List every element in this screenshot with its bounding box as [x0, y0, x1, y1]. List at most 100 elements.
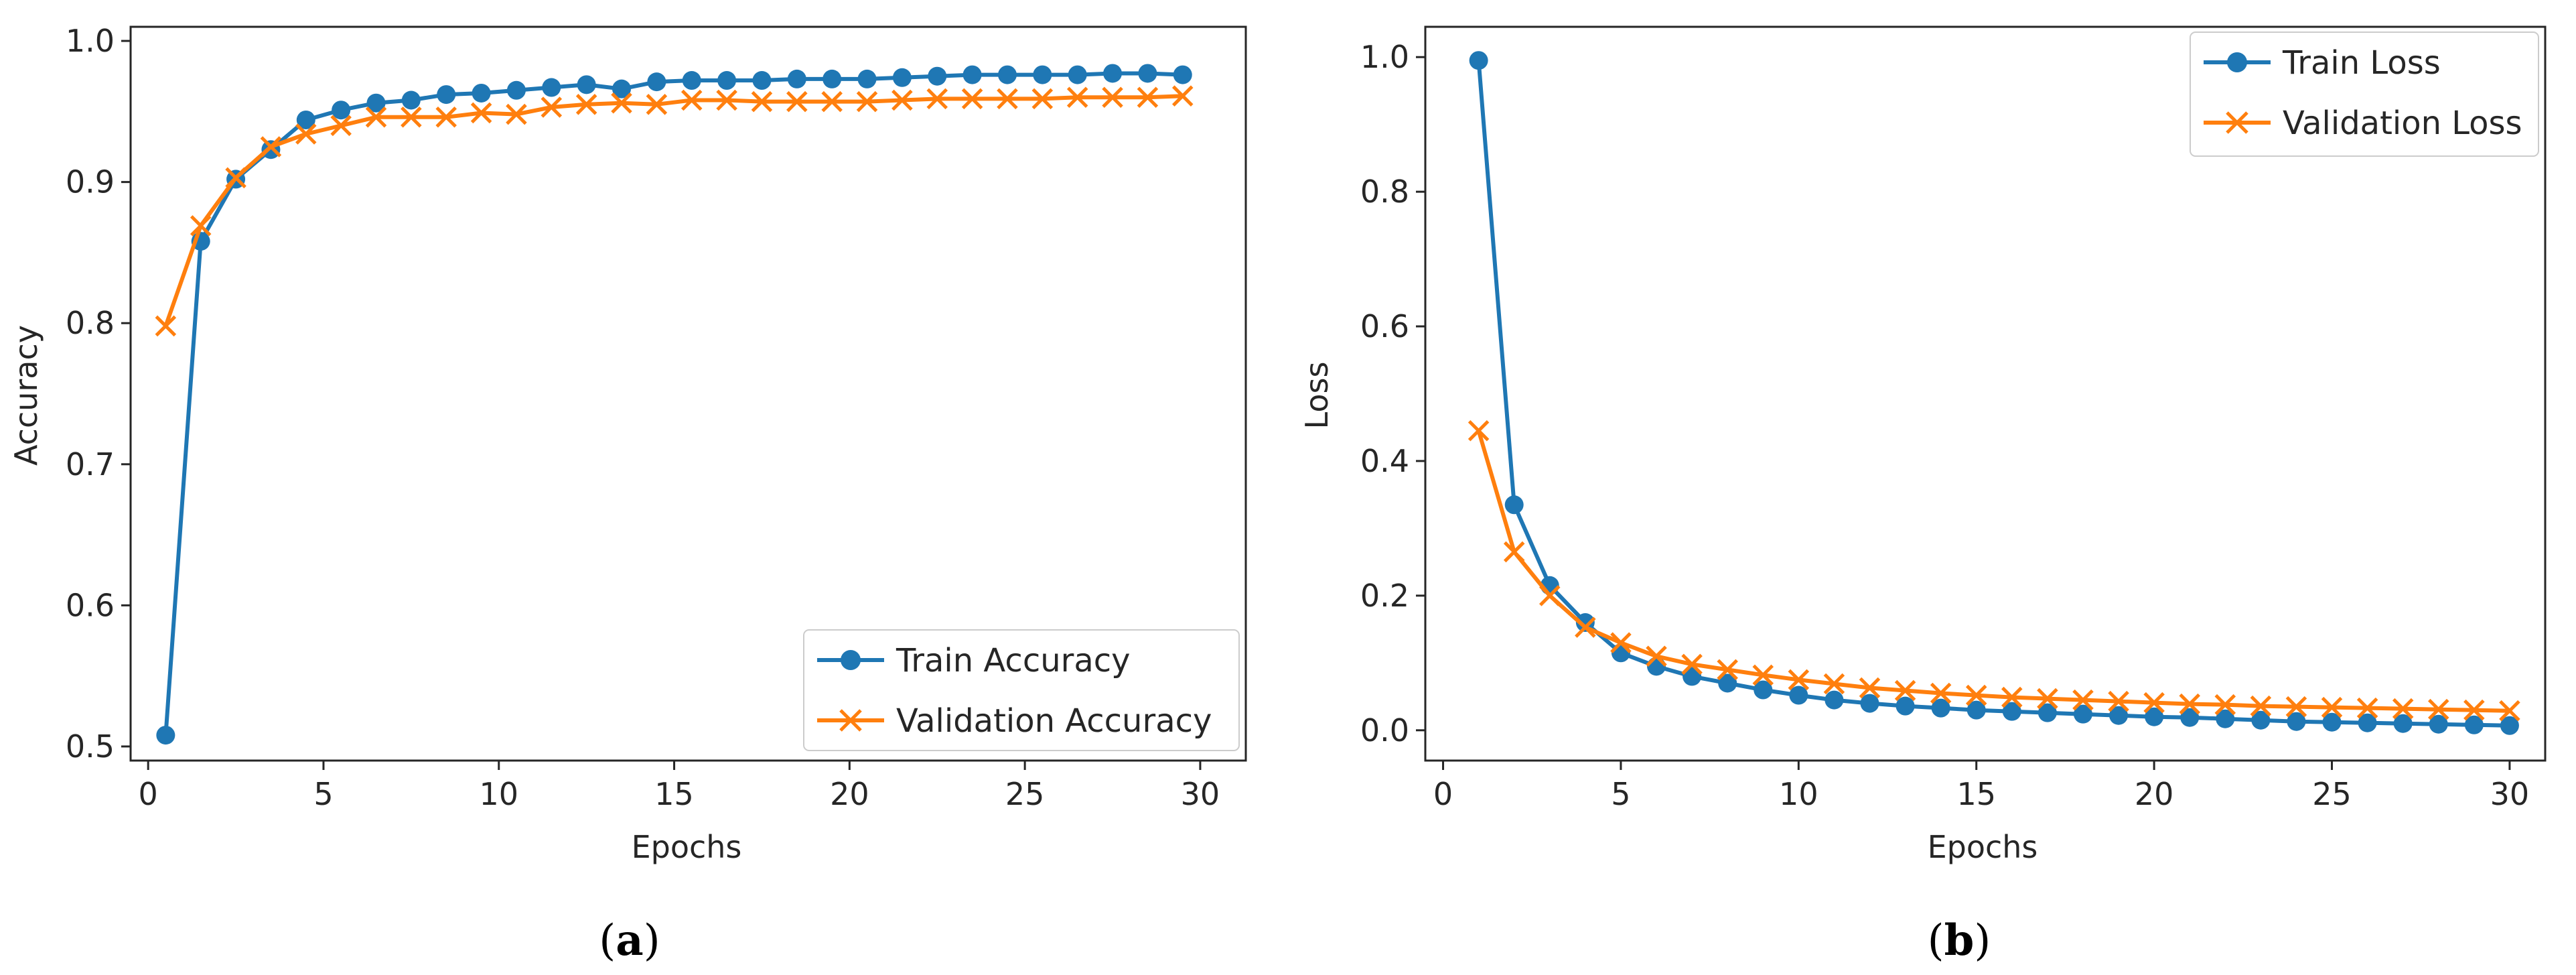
data-point: [1103, 64, 1123, 83]
data-point: [332, 101, 351, 120]
x-axis-label: Epochs: [1928, 829, 2038, 865]
data-point: [1503, 541, 1525, 563]
data-point: [260, 136, 282, 157]
data-point: [892, 68, 912, 87]
panel-caption: (b): [1928, 915, 1991, 966]
caption-open: (: [1928, 916, 1944, 966]
data-point: [155, 315, 177, 337]
x-tick-label: 30: [2490, 776, 2530, 812]
y-tick-label: 0.6: [66, 587, 115, 623]
legend-label: Train Loss: [2282, 44, 2441, 82]
data-point: [647, 72, 666, 92]
data-point: [1468, 419, 1490, 442]
legend-label: Validation Accuracy: [896, 702, 1212, 740]
y-tick-label: 0.0: [1360, 712, 1409, 749]
data-point: [1066, 86, 1088, 109]
y-tick-label: 0.8: [1360, 174, 1409, 210]
data-point: [1752, 664, 1774, 686]
data-point: [225, 167, 246, 189]
series-line: [1476, 60, 2510, 728]
x-tick-label: 5: [1611, 776, 1630, 812]
data-point: [2002, 702, 2021, 721]
data-point: [611, 92, 632, 114]
series-line: [163, 94, 1183, 327]
data-point: [2037, 703, 2057, 722]
data-point: [962, 65, 982, 84]
data-point: [1469, 51, 1488, 70]
data-point: [366, 93, 386, 113]
data-point: [365, 107, 387, 128]
y-tick-label: 0.6: [1360, 308, 1409, 344]
data-point: [857, 69, 877, 88]
data-point: [1894, 679, 1916, 702]
data-point: [2321, 696, 2343, 718]
data-point: [2145, 707, 2164, 726]
data-point: [506, 80, 526, 100]
legend-marker: [841, 650, 861, 670]
data-point: [330, 115, 352, 137]
y-tick-label: 0.9: [66, 164, 115, 200]
data-point: [1683, 667, 1702, 686]
data-point: [472, 83, 491, 103]
caption-letter: b: [1944, 915, 1975, 966]
legend-label: Validation Loss: [2283, 105, 2522, 142]
data-point: [1137, 86, 1159, 109]
data-point: [2179, 693, 2200, 715]
data-point: [822, 69, 842, 88]
data-point: [2393, 714, 2413, 733]
data-point: [717, 71, 737, 90]
data-point: [2429, 714, 2448, 734]
x-tick-label: 5: [313, 776, 333, 812]
data-point: [2216, 709, 2235, 728]
data-point: [751, 90, 773, 113]
data-point: [1965, 684, 1987, 706]
data-point: [786, 90, 808, 113]
data-point: [437, 85, 456, 105]
data-point: [961, 88, 983, 110]
legend-entry: Validation Accuracy: [817, 702, 1212, 740]
data-point: [542, 78, 561, 97]
data-point: [1754, 680, 1773, 700]
data-point: [2143, 692, 2165, 714]
data-point: [1102, 86, 1123, 109]
data-point: [156, 726, 175, 745]
y-tick-label: 0.4: [1360, 443, 1409, 479]
data-point: [2356, 697, 2378, 719]
x-axis-label: Epochs: [632, 829, 742, 865]
data-point: [575, 94, 597, 115]
plot-frame: [1424, 25, 2547, 762]
data-point: [2251, 710, 2271, 730]
data-point: [2322, 712, 2342, 732]
data-point: [2109, 706, 2129, 725]
data-point: [2287, 712, 2306, 731]
y-tick-label: 1.0: [1360, 39, 1409, 75]
y-tick-label: 0.7: [66, 446, 115, 482]
data-point: [470, 102, 492, 124]
data-point: [1610, 632, 1632, 653]
data-point: [2500, 716, 2519, 735]
data-point: [1681, 653, 1703, 675]
data-point: [1824, 690, 1844, 710]
x-tick-label: 20: [2135, 776, 2174, 812]
x-tick-label: 15: [1956, 776, 1996, 812]
legend: Train Accuracy Validation Accuracy: [803, 629, 1240, 751]
legend-marker: [2227, 52, 2247, 72]
data-point: [2180, 708, 2200, 727]
legend-entry: Train Accuracy: [817, 642, 1131, 679]
data-point: [2001, 686, 2023, 708]
data-point: [1930, 682, 1952, 704]
legend-marker: [839, 709, 862, 732]
data-point: [506, 103, 527, 125]
data-point: [2392, 698, 2414, 720]
data-point: [1539, 585, 1561, 606]
plot-frame: [129, 25, 1247, 762]
legend-label: Train Accuracy: [896, 642, 1131, 679]
x-tick-label: 20: [830, 776, 869, 812]
accuracy-chart-panel: 0 5 10 15 20 25 30 0.5 0.6 0.7 0.8 0.9 1.0 Epochs Accu…: [8, 23, 1247, 966]
y-tick-label: 0.5: [66, 728, 115, 765]
data-point: [2285, 696, 2307, 718]
data-point: [1504, 495, 1524, 515]
data-point: [1717, 659, 1738, 681]
data-point: [1068, 65, 1087, 84]
